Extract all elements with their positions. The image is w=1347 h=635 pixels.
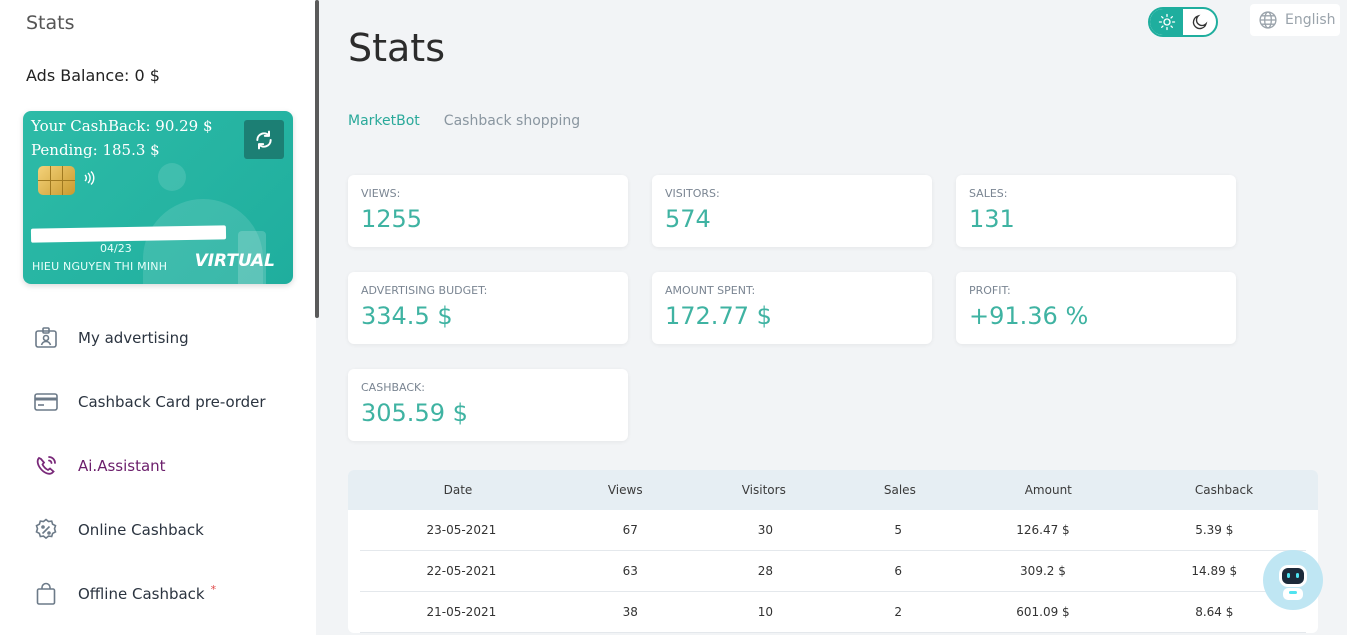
table-cell: 601.09 $ <box>1016 605 1070 619</box>
percent-badge-icon <box>32 516 60 544</box>
table-cell: 6 <box>894 564 902 578</box>
card-decoration <box>238 231 266 284</box>
stat-value: 131 <box>969 205 1015 233</box>
theme-toggle[interactable] <box>1148 7 1218 37</box>
language-label: English <box>1285 12 1336 28</box>
table-row: 22-05-2021 63 28 6 309.2 $ 14.89 $ <box>360 551 1306 592</box>
table-cell: 67 <box>622 523 638 537</box>
tab-marketbot[interactable]: MarketBot <box>348 113 420 129</box>
sidebar-item-label: Ai.Assistant <box>78 457 166 475</box>
shopping-bag-icon <box>32 580 60 608</box>
column-header: Views <box>607 483 643 497</box>
sidebar-item-ai-assistant[interactable]: Ai.Assistant <box>32 452 166 480</box>
new-badge: * <box>210 582 217 596</box>
stat-label: VIEWS: <box>361 187 401 200</box>
table-cell: 21-05-2021 <box>426 605 497 619</box>
card-expiry: 04/23 <box>100 242 132 255</box>
table-cell: 28 <box>757 564 774 578</box>
stat-value: 1255 <box>361 205 423 233</box>
card-pending: Pending: 185.3 $ <box>31 141 160 159</box>
stat-label: CASHBACK: <box>361 381 425 394</box>
table-cell: 22-05-2021 <box>426 564 497 578</box>
stat-card-profit: PROFIT: +91.36 % <box>956 272 1236 344</box>
sidebar-item-offline-cashback[interactable]: Offline Cashback * <box>32 580 216 608</box>
stat-value: +91.36 % <box>969 302 1089 330</box>
card-type: VIRTUAL <box>194 251 275 271</box>
column-header: Date <box>443 483 473 497</box>
table-header: Date Views Visitors Sales Amount Cashbac… <box>348 470 1318 510</box>
stat-label: ADVERTISING BUDGET: <box>361 284 488 297</box>
refresh-button[interactable] <box>244 120 284 159</box>
sidebar-item-label: Offline Cashback <box>78 585 205 603</box>
sidebar-item-label: My advertising <box>78 329 189 347</box>
ads-balance: Ads Balance: 0 $ <box>26 66 160 85</box>
credit-card-icon <box>32 388 60 416</box>
stats-table: Date Views Visitors Sales Amount Cashbac… <box>348 470 1318 633</box>
table-cell: 10 <box>757 605 774 619</box>
sidebar-item-cashback-card-preorder[interactable]: Cashback Card pre-order <box>32 388 266 416</box>
sidebar-item-label: Cashback Card pre-order <box>78 393 266 411</box>
stat-label: AMOUNT SPENT: <box>665 284 756 297</box>
stat-card-cashback: CASHBACK: 305.59 $ <box>348 369 628 441</box>
sidebar-title: Stats <box>26 12 75 34</box>
table-cell: 38 <box>622 605 638 619</box>
robot-icon <box>1279 565 1307 600</box>
table-cell: 30 <box>757 523 774 537</box>
page-title: Stats <box>348 26 446 70</box>
sidebar-scrollbar[interactable] <box>315 0 319 318</box>
table-cell: 14.89 $ <box>1191 564 1238 578</box>
id-card-icon <box>32 324 60 352</box>
chip-icon <box>38 166 75 195</box>
table-row: 21-05-2021 38 10 2 601.09 $ 8.64 $ <box>360 592 1306 633</box>
column-header: Sales <box>883 483 916 497</box>
column-header: Visitors <box>741 483 786 497</box>
sidebar-item-my-advertising[interactable]: My advertising <box>32 324 189 352</box>
stat-value: 172.77 $ <box>665 302 772 330</box>
table-cell: 63 <box>622 564 638 578</box>
table-cell: 5.39 $ <box>1195 523 1234 537</box>
refresh-icon <box>256 130 272 149</box>
stat-card-visitors: VISITORS: 574 <box>652 175 932 247</box>
stat-label: SALES: <box>969 187 1008 200</box>
card-cashback: Your CashBack: 90.29 $ <box>31 117 213 135</box>
card-decoration <box>158 163 186 191</box>
stat-label: VISITORS: <box>665 187 720 200</box>
column-header: Amount <box>1024 483 1072 497</box>
table-cell: 126.47 $ <box>1016 523 1070 537</box>
tab-cashback-shopping[interactable]: Cashback shopping <box>443 113 581 129</box>
stat-card-views: VIEWS: 1255 <box>348 175 628 247</box>
table-cell: 309.2 $ <box>1020 564 1066 578</box>
stat-label: PROFIT: <box>969 284 1011 297</box>
card-holder: HIEU NGUYEN THI MINH <box>32 260 168 273</box>
globe-icon <box>1259 11 1277 29</box>
stat-card-amount-spent: AMOUNT SPENT: 172.77 $ <box>652 272 932 344</box>
language-selector[interactable]: English <box>1250 4 1340 36</box>
stat-card-sales: SALES: 131 <box>956 175 1236 247</box>
sidebar-item-label: Online Cashback <box>78 521 204 539</box>
table-cell: 23-05-2021 <box>426 523 497 537</box>
tabs: MarketBot Cashback shopping <box>348 113 580 129</box>
contactless-icon <box>81 170 97 190</box>
stat-value: 305.59 $ <box>361 399 468 427</box>
phone-ringing-icon <box>32 452 60 480</box>
stat-value: 334.5 $ <box>361 302 453 330</box>
stat-value: 574 <box>665 205 711 233</box>
sidebar: Stats Ads Balance: 0 $ Your CashBack: 90… <box>0 0 316 635</box>
table-cell: 2 <box>894 605 902 619</box>
stat-card-advertising-budget: ADVERTISING BUDGET: 334.5 $ <box>348 272 628 344</box>
moon-icon[interactable] <box>1183 9 1216 35</box>
table-cell: 5 <box>894 523 902 537</box>
column-header: Cashback <box>1194 483 1254 497</box>
sidebar-item-online-cashback[interactable]: Online Cashback <box>32 516 204 544</box>
table-cell: 8.64 $ <box>1195 605 1234 619</box>
cashback-card: Your CashBack: 90.29 $ Pending: 185.3 $ … <box>23 111 293 284</box>
table-row: 23-05-2021 67 30 5 126.47 $ 5.39 $ <box>360 510 1306 551</box>
sun-icon[interactable] <box>1150 9 1183 35</box>
chatbot-button[interactable] <box>1263 550 1323 610</box>
